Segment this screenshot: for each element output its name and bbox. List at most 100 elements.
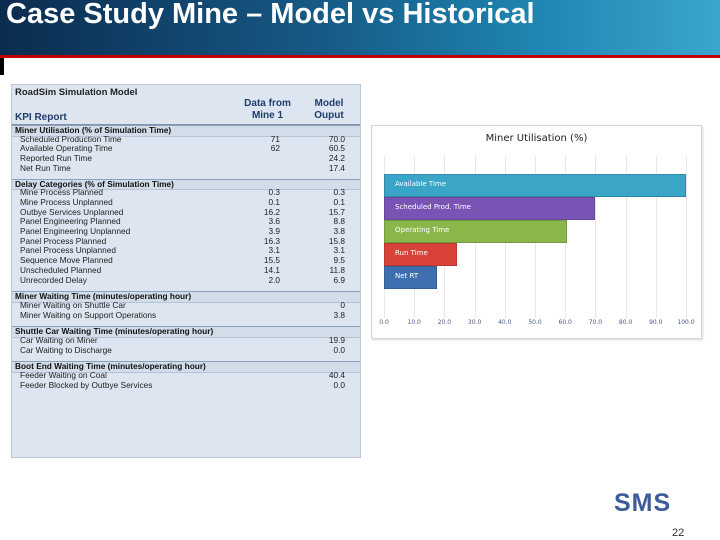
- model-output-value: 0: [340, 299, 345, 310]
- x-tick-label: 50.0: [528, 319, 542, 326]
- model-output-value: 40.4: [328, 370, 345, 381]
- model-title: RoadSim Simulation Model: [15, 87, 138, 98]
- col-header-model-output: Model Ouput: [314, 98, 344, 121]
- table-row: Feeder Blocked by Outbye Services 0.0: [12, 379, 360, 391]
- left-accent-strip: [0, 58, 4, 75]
- table-row: Outbye Services Unplanned 16.2 15.7: [12, 206, 360, 218]
- section-header-row: Shuttle Car Waiting Time (minutes/operat…: [12, 326, 360, 338]
- miner-utilisation-chart: Miner Utilisation (%) 0.0 10.0 20.0 30.0 40.…: [371, 125, 702, 339]
- model-output-value: 15.8: [328, 235, 345, 246]
- mine-data-value: 16.2: [263, 206, 280, 217]
- x-tick-label: 100.0: [677, 319, 695, 326]
- row-label: Scheduled Production Time: [20, 133, 122, 144]
- model-output-value: 3.8: [333, 226, 345, 236]
- row-label: Reported Run Time: [20, 153, 92, 164]
- mine-data-value: 15.5: [263, 255, 280, 266]
- table-row: Available Operating Time 62 60.5: [12, 144, 360, 154]
- table-row: Scheduled Production Time 71 70.0: [12, 133, 360, 145]
- slide-title: Case Study Mine – Model vs Historical: [6, 0, 535, 30]
- model-output-value: 0.0: [333, 379, 345, 390]
- x-tick-label: 70.0: [588, 319, 603, 326]
- model-output-value: 19.9: [328, 335, 345, 345]
- mine-data-value: 71: [270, 133, 280, 144]
- bar-label: Scheduled Prod. Time: [395, 203, 471, 211]
- table-row: Panel Process Unplanned 3.1 3.1: [12, 246, 360, 256]
- title-underline: [0, 55, 720, 58]
- model-output-value: 0.3: [333, 187, 345, 198]
- table-row: Car Waiting on Miner 19.9: [12, 335, 360, 346]
- table-row: Miner Waiting on Support Operations 3.8: [12, 309, 360, 321]
- gridline: [686, 156, 687, 318]
- model-output-value: 8.8: [333, 216, 345, 227]
- section-title: Boot End Waiting Time (minutes/operating…: [15, 361, 206, 372]
- row-label: Sequence Move Planned: [20, 255, 113, 266]
- mine-data-value: 3.1: [268, 245, 280, 256]
- mine-data-value: 3.9: [268, 226, 280, 236]
- row-label: Car Waiting to Discharge: [20, 344, 112, 355]
- bar-label: Available Time: [395, 180, 447, 188]
- table-row: Unscheduled Planned 14.1 11.8: [12, 264, 360, 276]
- row-label: Unrecorded Delay: [20, 274, 87, 285]
- section-title: Miner Utilisation (% of Simulation Time): [15, 125, 172, 135]
- model-output-value: 24.2: [328, 153, 345, 164]
- gridline: [625, 156, 627, 318]
- table-row: Unrecorded Delay 2.0 6.9: [12, 274, 360, 286]
- gridline: [655, 156, 657, 318]
- model-output-value: 70.0: [328, 133, 345, 144]
- mine-data-value: 0.3: [268, 187, 280, 198]
- table-row: Panel Engineering Planned 3.6 8.8: [12, 217, 360, 227]
- bar: [384, 243, 458, 266]
- model-output-value: 3.8: [333, 309, 345, 320]
- section-header-row: Miner Utilisation (% of Simulation Time): [12, 125, 360, 137]
- row-label: Panel Process Unplanned: [20, 245, 116, 256]
- row-label: Panel Engineering Unplanned: [20, 226, 131, 236]
- x-tick-label: 90.0: [649, 319, 663, 326]
- x-tick-label: 10.0: [407, 319, 421, 326]
- row-label: Outbye Services Unplanned: [20, 206, 124, 217]
- bar: [384, 174, 686, 197]
- table-row: Car Waiting to Discharge 0.0: [12, 344, 360, 356]
- row-label: Mine Process Unplanned: [20, 196, 113, 207]
- x-tick-label: 20.0: [437, 319, 452, 326]
- table-row: Net Run Time 17.4: [12, 162, 360, 174]
- row-label: Mine Process Planned: [20, 187, 104, 198]
- row-label: Car Waiting on Miner: [20, 335, 98, 345]
- x-tick-label: 0.0: [379, 319, 389, 326]
- model-output-value: 11.8: [329, 264, 345, 275]
- table-row: Reported Run Time 24.2: [12, 153, 360, 164]
- model-output-value: 9.5: [333, 255, 345, 266]
- title-bar: [0, 0, 720, 55]
- section-header-row: Miner Waiting Time (minutes/operating ho…: [12, 291, 360, 303]
- x-tick-label: 60.0: [558, 319, 572, 326]
- row-label: Miner Waiting on Shuttle Car: [20, 299, 126, 310]
- mine-data-value: 16.3: [263, 235, 280, 246]
- row-label: Feeder Blocked by Outbye Services: [20, 379, 153, 390]
- section-header-row: Delay Categories (% of Simulation Time): [12, 178, 360, 191]
- header-divider: [12, 124, 360, 125]
- mine-data-value: 2.0: [268, 274, 280, 285]
- table-row: Panel Engineering Unplanned 3.9 3.8: [12, 226, 360, 237]
- mine-data-value: 62: [270, 143, 280, 154]
- x-tick-label: 30.0: [467, 319, 482, 326]
- mine-data-value: 14.1: [263, 264, 280, 275]
- bar-label: Net RT: [395, 272, 419, 280]
- model-output-value: 15.7: [328, 206, 345, 217]
- table-row: Mine Process Planned 0.3 0.3: [12, 187, 360, 198]
- section-header-row: Boot End Waiting Time (minutes/operating…: [12, 361, 360, 374]
- row-label: Feeder Waiting on Coal: [20, 370, 107, 381]
- row-label: Panel Engineering Planned: [20, 216, 121, 227]
- mine-data-value: 0.1: [268, 196, 280, 207]
- mine-data-value: 3.6: [268, 216, 280, 227]
- bar: [384, 220, 567, 243]
- row-label: Net Run Time: [20, 162, 71, 173]
- company-logo: SMS: [614, 489, 672, 517]
- table-row: Panel Process Planned 16.3 15.8: [12, 235, 360, 247]
- report-title: KPI Report: [15, 112, 67, 123]
- col-header-mine-data: Data from Mine 1: [244, 98, 291, 121]
- model-output-value: 0.0: [333, 344, 345, 355]
- gridline: [595, 156, 597, 318]
- row-label: Unscheduled Planned: [20, 264, 102, 275]
- bar-label: Run Time: [395, 249, 428, 257]
- section-title: Miner Waiting Time (minutes/operating ho…: [15, 291, 192, 302]
- bar: [384, 197, 596, 220]
